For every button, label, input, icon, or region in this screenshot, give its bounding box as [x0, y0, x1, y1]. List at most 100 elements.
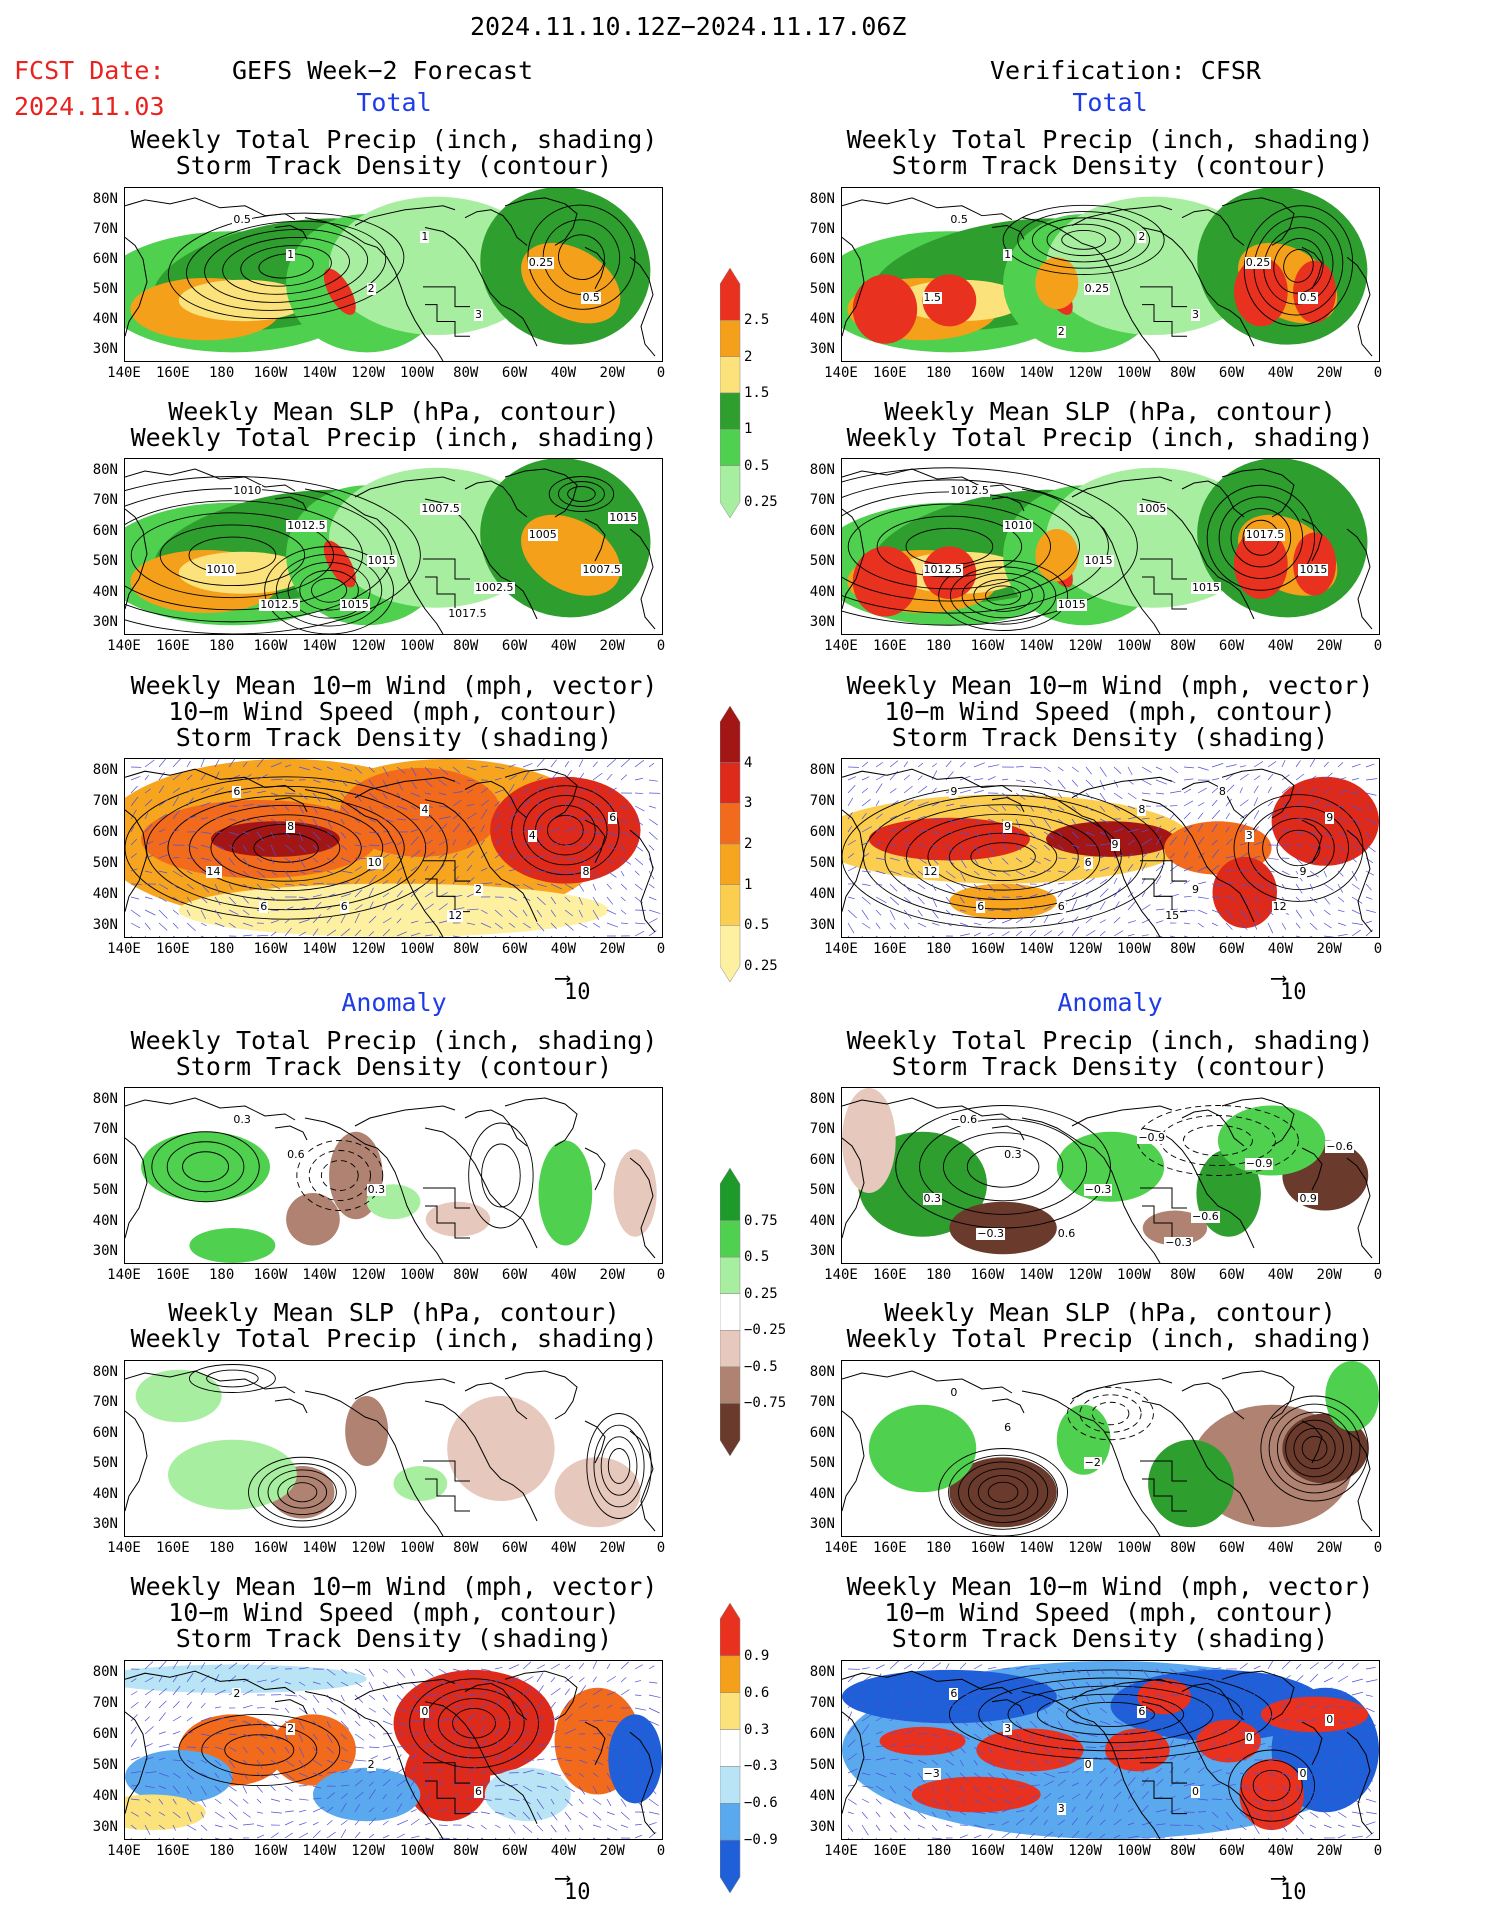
wind-vector	[620, 774, 628, 781]
wind-vector	[1169, 1694, 1181, 1697]
wind-vector	[973, 790, 984, 794]
wind-vector	[620, 844, 626, 852]
wind-vector	[1267, 883, 1276, 892]
contour-line	[1002, 204, 1165, 275]
contour-line	[468, 1122, 534, 1229]
wind-vector	[186, 1701, 192, 1709]
wind-vector	[452, 1764, 462, 1774]
wind-vector	[522, 1702, 532, 1709]
wind-vector	[354, 1779, 363, 1787]
wind-vector	[200, 922, 207, 927]
coastline	[1181, 1682, 1245, 1721]
wind-vector	[1113, 1745, 1126, 1748]
latitude-label: 70N	[809, 492, 835, 509]
wind-vector	[959, 1759, 964, 1767]
wind-vector	[550, 870, 562, 874]
wind-vector	[1337, 1675, 1349, 1683]
coastline	[629, 1157, 656, 1259]
wind-vector	[494, 1824, 501, 1829]
wind-vector	[903, 1663, 913, 1670]
map-panel-verification-slp-anomaly: 0 6 −2	[841, 1360, 1380, 1537]
longitude-label: 80W	[1170, 1540, 1196, 1556]
contour-label: 6	[474, 1784, 484, 1798]
colorbar-segment	[720, 1803, 741, 1841]
wind-vector	[1309, 870, 1319, 878]
wind-vector	[312, 1772, 323, 1777]
vector-reference-label: 10	[1280, 1880, 1307, 1905]
wind-vector	[1365, 763, 1375, 768]
wind-vector	[326, 779, 336, 783]
contour-line	[948, 1669, 1273, 1760]
wind-vector	[861, 909, 869, 920]
coastline	[1021, 1390, 1161, 1536]
wind-vector	[1099, 1720, 1111, 1726]
wind-vector	[1029, 1772, 1037, 1777]
wind-vector	[340, 818, 345, 825]
latitude-label: 70N	[92, 221, 118, 237]
contour-label: 6	[259, 900, 269, 914]
wind-vector	[1043, 1668, 1050, 1674]
wind-vector	[606, 1772, 612, 1780]
wind-vector	[1099, 1681, 1105, 1689]
wind-vector	[214, 1717, 225, 1722]
wind-vector	[1169, 827, 1176, 833]
wind-vector	[889, 857, 900, 861]
wind-vector	[354, 889, 363, 898]
wind-vector	[1015, 883, 1027, 889]
wind-vector	[564, 1664, 571, 1670]
title-line: Weekly Total Precip (inch, shading)	[130, 423, 658, 452]
latitude-label: 30N	[92, 916, 118, 933]
coastline	[125, 1370, 296, 1394]
wind-vector	[861, 1772, 871, 1776]
wind-vector	[1365, 1707, 1375, 1713]
wind-vector	[424, 851, 436, 859]
wind-vector	[1127, 1730, 1136, 1735]
wind-vector	[354, 792, 362, 802]
wind-vector	[312, 1806, 325, 1813]
wind-vector	[1211, 1701, 1220, 1709]
wind-vector	[648, 883, 655, 889]
wind-vector	[326, 916, 333, 924]
wind-vector	[1253, 896, 1260, 902]
coastline	[991, 225, 1025, 240]
coastline	[354, 1678, 456, 1701]
coastline	[354, 1378, 456, 1400]
wind-vector	[326, 1759, 335, 1764]
wind-vector	[931, 1719, 942, 1722]
wind-vector	[214, 922, 225, 927]
longitude-label: 80W	[1170, 1267, 1196, 1283]
wind-vector	[1183, 1782, 1195, 1787]
wind-vector	[1323, 1687, 1333, 1696]
wind-vector	[606, 1691, 616, 1696]
wind-vector	[1155, 908, 1165, 911]
wind-vector	[648, 870, 655, 880]
contour-label: 0.25	[527, 256, 555, 270]
wind-vector	[1281, 1688, 1292, 1696]
wind-vector	[508, 1729, 515, 1735]
title-line: Weekly Mean 10−m Wind (mph, vector)	[846, 1572, 1374, 1601]
wind-vector	[578, 1824, 584, 1831]
wind-vector	[1043, 1707, 1048, 1714]
colorbar-segment	[720, 1403, 741, 1456]
wind-vector	[903, 1824, 910, 1831]
longitude-label: 120W	[1068, 1843, 1102, 1859]
wind-vector	[931, 883, 937, 892]
wind-vector	[861, 896, 871, 905]
wind-vector	[1281, 1733, 1291, 1735]
wind-vector	[480, 1798, 492, 1801]
colorbar-tick-label: 0.5	[744, 457, 770, 474]
contour-label: 0	[1083, 1757, 1093, 1771]
wind-vector	[861, 787, 869, 794]
contour-label: 1.5	[922, 290, 943, 304]
wind-vector	[1127, 1767, 1133, 1774]
wind-vector	[1085, 1746, 1097, 1748]
wind-vector	[1057, 888, 1065, 898]
wind-vector	[1141, 891, 1146, 898]
wind-vector	[1015, 818, 1021, 828]
longitude-label: 140W	[302, 1267, 337, 1283]
longitude-label: 60W	[501, 1267, 528, 1283]
colorbar-tick-label: −0.5	[744, 1358, 778, 1375]
wind-vector	[578, 800, 586, 807]
shading-region	[1035, 257, 1079, 310]
map-panel-verification-wind-total: 9 9 6 8 9 3 9 12 6 9 15 6 8 9 12	[841, 758, 1380, 938]
